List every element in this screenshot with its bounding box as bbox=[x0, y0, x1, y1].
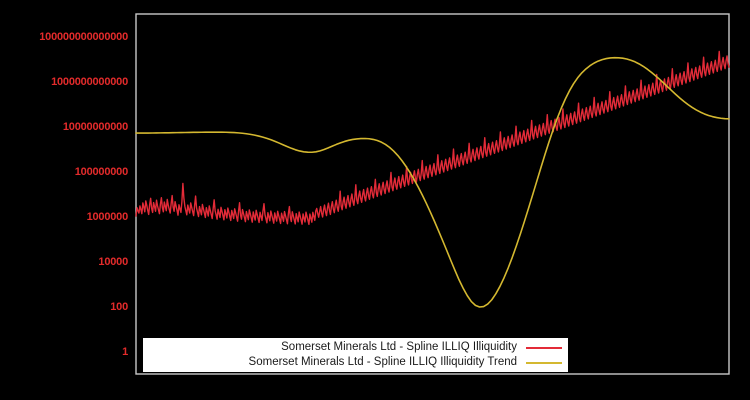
legend-entry[interactable]: Somerset Minerals Ltd - Spline ILLIQ Ill… bbox=[143, 340, 568, 355]
y-axis-tick-label: 10000 bbox=[98, 256, 128, 268]
y-axis-tick-label: 100000000000000 bbox=[39, 31, 128, 43]
y-axis-tick-label: 1000000 bbox=[86, 211, 129, 223]
y-axis-tick-label: 1 bbox=[122, 346, 128, 358]
legend-entry[interactable]: Somerset Minerals Ltd - Spline ILLIQ Ill… bbox=[143, 355, 568, 370]
legend-entry-label: Somerset Minerals Ltd - Spline ILLIQ Ill… bbox=[281, 341, 517, 353]
y-axis-tick-label: 10000000000 bbox=[62, 121, 128, 133]
plot-frame bbox=[135, 13, 730, 375]
y-axis-tick-label: 100000000 bbox=[74, 166, 128, 178]
legend-entry-label: Somerset Minerals Ltd - Spline ILLIQ Ill… bbox=[248, 356, 517, 368]
series-line-illiquidity bbox=[135, 50, 730, 226]
data-series-layer bbox=[135, 50, 730, 308]
y-axis-tick-label: 100 bbox=[110, 301, 128, 313]
chart-legend: Somerset Minerals Ltd - Spline ILLIQ Ill… bbox=[143, 338, 568, 372]
series-line-illiquidity-trend bbox=[135, 56, 730, 308]
y-axis-tick-label: 1000000000000 bbox=[51, 76, 128, 88]
legend-color-swatch bbox=[526, 346, 562, 349]
legend-color-swatch bbox=[526, 361, 562, 364]
